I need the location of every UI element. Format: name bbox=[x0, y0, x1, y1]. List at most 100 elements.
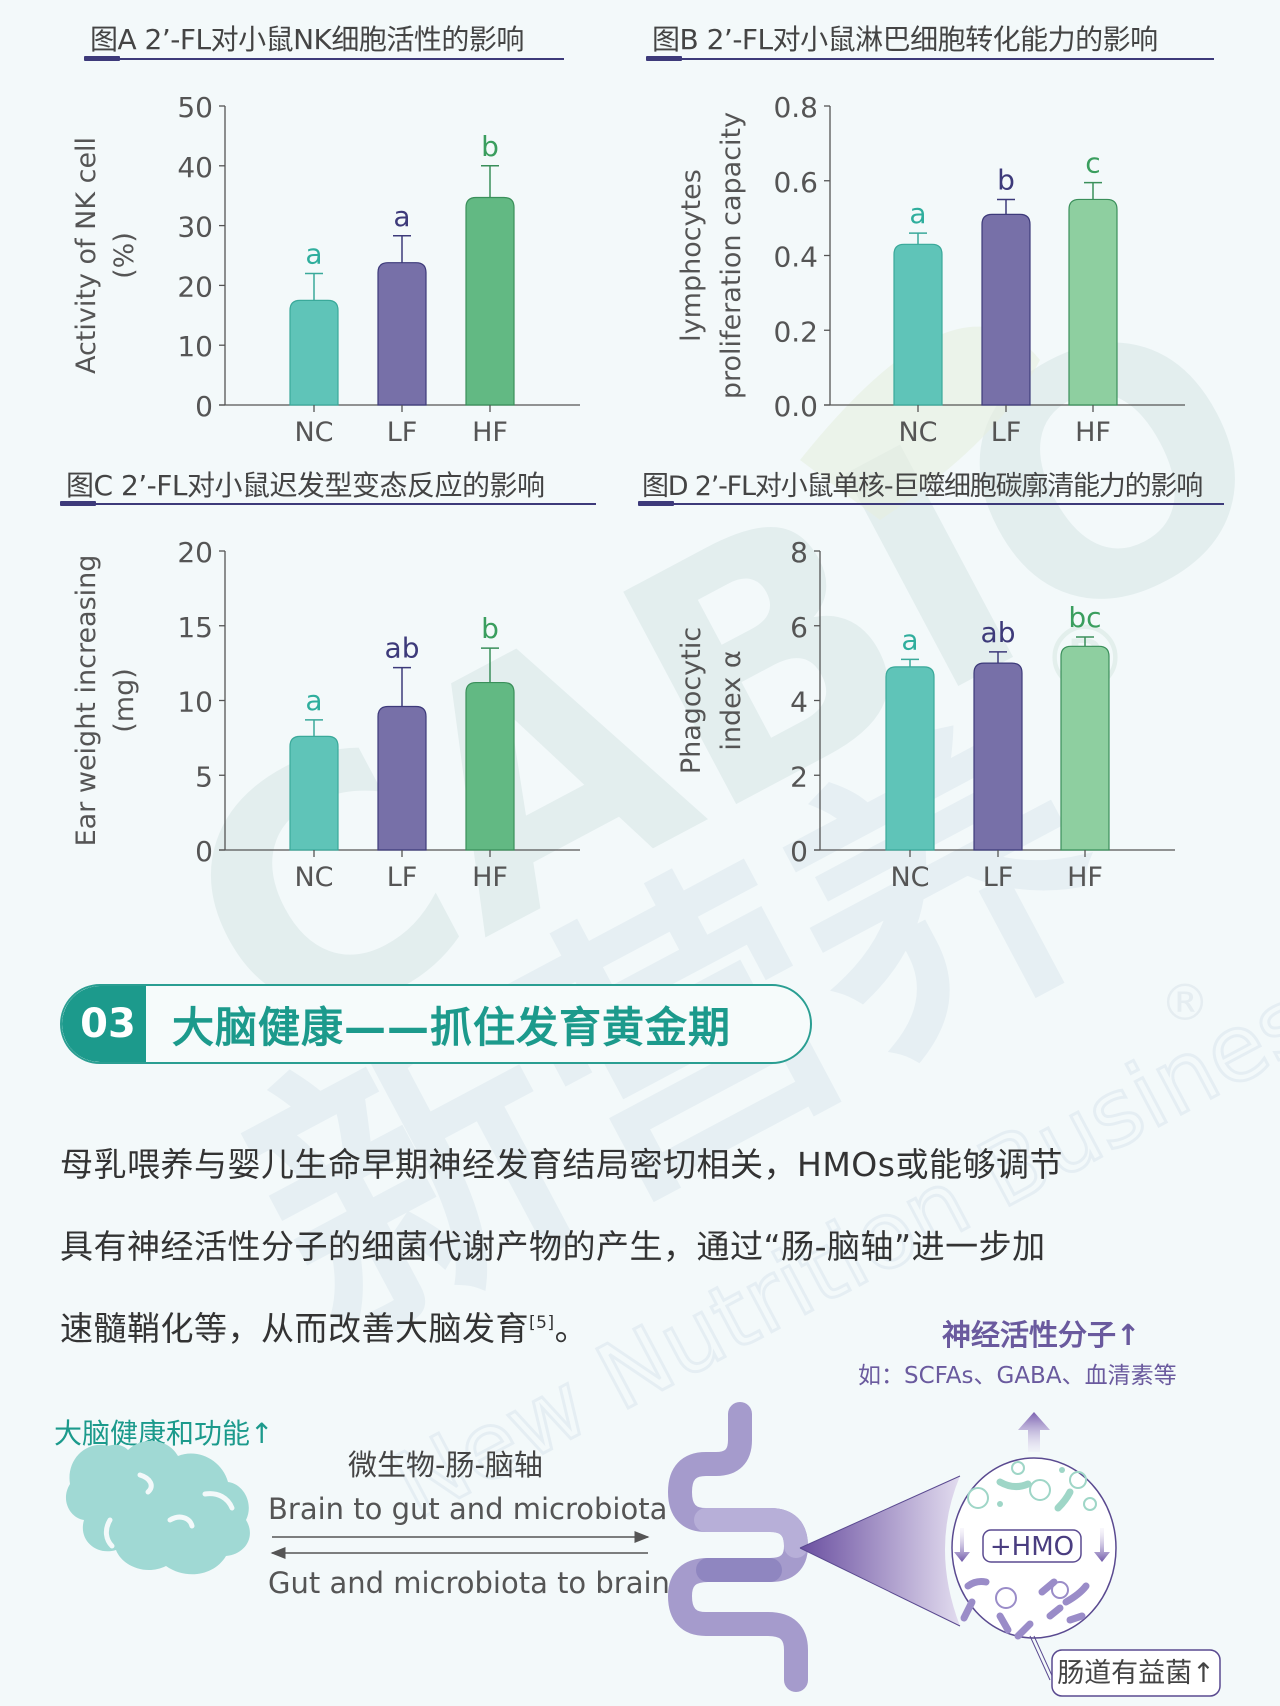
significance-letter: a bbox=[909, 197, 926, 230]
chart-b: 0.0 0.2 0.4 0.6 0.8 lymphocytes proliferation … bbox=[676, 91, 1185, 448]
x-tick-label: LF bbox=[991, 417, 1022, 448]
x-tick-label: HF bbox=[1067, 862, 1103, 893]
down-arrow-icon bbox=[1094, 1528, 1110, 1562]
y-tick-label: 50 bbox=[177, 91, 213, 124]
y-tick-label: 30 bbox=[177, 211, 213, 244]
y-tick-label: 2 bbox=[790, 760, 808, 793]
bar-hf bbox=[465, 196, 515, 406]
x-tick-label: LF bbox=[387, 417, 418, 448]
bacteria-label-box bbox=[1051, 1649, 1221, 1697]
y-tick-label: 40 bbox=[177, 151, 213, 184]
bar-lf bbox=[377, 705, 427, 851]
y-tick-label: 0.8 bbox=[773, 91, 818, 124]
y-axis-label: Phagocytic bbox=[676, 627, 707, 774]
y-tick-label: 4 bbox=[790, 686, 808, 719]
body-line-3: 速髓鞘化等，从而改善大脑发育[5]。 bbox=[60, 1288, 1230, 1370]
significance-letter: a bbox=[901, 623, 918, 656]
significance-letter: a bbox=[305, 684, 322, 717]
chart-a-title-rule bbox=[84, 56, 564, 61]
y-axis-label: proliferation capacity bbox=[716, 112, 747, 399]
y-tick-label: 0 bbox=[195, 835, 213, 868]
bacteria-label: 肠道有益菌↑ bbox=[1057, 1658, 1215, 1689]
bar-lf bbox=[973, 662, 1023, 851]
intestine-icon bbox=[667, 1402, 809, 1692]
significance-letter: b bbox=[481, 612, 499, 645]
x-tick-label: HF bbox=[472, 417, 508, 448]
x-tick-label: NC bbox=[898, 417, 937, 448]
y-tick-label: 20 bbox=[177, 270, 213, 303]
y-tick-label: 6 bbox=[790, 611, 808, 644]
y-tick-label: 0.2 bbox=[773, 315, 818, 348]
bar-lf bbox=[981, 213, 1031, 406]
chart-d-title: 图D 2’-FL对小鼠单核-巨噬细胞碳廓清能力的影响 bbox=[642, 471, 1203, 502]
chart-b-title-rule bbox=[646, 56, 1214, 61]
y-tick-label: 10 bbox=[177, 330, 213, 363]
hmo-box bbox=[982, 1529, 1082, 1563]
y-axis-label: (%) bbox=[109, 232, 140, 279]
significance-letter: ab bbox=[385, 632, 420, 665]
up-arrow-icon bbox=[1018, 1412, 1050, 1452]
brain-to-gut-label: Brain to gut and microbiota bbox=[268, 1492, 668, 1526]
microbiota-zoom-circle: +HMO bbox=[951, 1457, 1117, 1640]
bar-hf bbox=[465, 681, 515, 851]
down-arrow-icon bbox=[954, 1528, 970, 1562]
citation-ref[interactable]: [5] bbox=[529, 1313, 555, 1333]
body-line-2: 具有神经活性分子的细菌代谢产物的产生，通过“肠-脑轴”进一步加 bbox=[60, 1227, 1046, 1266]
hmo-label: +HMO bbox=[990, 1532, 1074, 1562]
significance-letter: bc bbox=[1068, 601, 1101, 634]
y-axis-label: lymphocytes bbox=[676, 169, 707, 342]
x-tick-label: LF bbox=[387, 862, 418, 893]
y-tick-label: 0.4 bbox=[773, 241, 818, 274]
neuroactive-title: 神经活性分子↑ bbox=[942, 1318, 1141, 1352]
significance-letter: c bbox=[1085, 147, 1100, 180]
x-tick-label: LF bbox=[983, 862, 1014, 893]
chart-d: 0 2 4 6 8 Phagocytic index α a NC ab LF bc HF bbox=[676, 536, 1175, 893]
significance-letter: a bbox=[393, 200, 410, 233]
y-tick-label: 0 bbox=[790, 835, 808, 868]
x-tick-label: HF bbox=[1075, 417, 1111, 448]
magnifier-cone bbox=[800, 1476, 960, 1626]
bar-nc bbox=[893, 243, 943, 406]
section-title: 大脑健康——抓住发育黄金期 bbox=[172, 1002, 732, 1052]
x-tick-label: HF bbox=[472, 862, 508, 893]
x-tick-label: NC bbox=[294, 862, 333, 893]
significance-letter: a bbox=[305, 237, 322, 270]
bar-lf bbox=[377, 262, 427, 406]
y-axis-label: (mg) bbox=[109, 668, 140, 733]
axis-title: 微生物-肠-脑轴 bbox=[348, 1448, 543, 1482]
x-tick-label: NC bbox=[890, 862, 929, 893]
y-tick-label: 0 bbox=[195, 390, 213, 423]
y-tick-label: 0.6 bbox=[773, 166, 818, 199]
body-line-3-end: 。 bbox=[554, 1309, 589, 1348]
chart-c-title-rule bbox=[60, 501, 596, 506]
bar-nc bbox=[289, 299, 339, 406]
body-paragraph: 母乳喂养与婴儿生命早期神经发育结局密切相关，HMOs或能够调节 具有神经活性分子… bbox=[60, 1124, 1230, 1370]
y-tick-label: 10 bbox=[177, 686, 213, 719]
y-tick-label: 8 bbox=[790, 536, 808, 569]
y-tick-label: 5 bbox=[195, 760, 213, 793]
chart-b-title: 图B 2’-FL对小鼠淋巴细胞转化能力的影响 bbox=[652, 23, 1158, 56]
bar-nc bbox=[289, 735, 339, 851]
bar-hf bbox=[1060, 645, 1110, 851]
y-tick-label: 0.0 bbox=[773, 390, 818, 423]
chart-c: 0 5 10 15 20 Ear weight increasing (mg) a NC ab LF… bbox=[71, 536, 580, 893]
chart-a: 0 10 20 30 40 50 Activity of NK cell (%) a NC a LF b… bbox=[71, 91, 580, 448]
chart-c-title: 图C 2’-FL对小鼠迟发型变态反应的影响 bbox=[66, 469, 545, 502]
chart-a-title: 图A 2’-FL对小鼠NK细胞活性的影响 bbox=[90, 23, 524, 56]
significance-letter: b bbox=[481, 130, 499, 163]
chart-d-title-rule bbox=[638, 501, 1224, 506]
bar-nc bbox=[885, 666, 935, 851]
gut-brain-diagram: +HMO 肠道有益菌↑ bbox=[65, 1402, 1221, 1697]
body-line-3-text: 速髓鞘化等，从而改善大脑发育 bbox=[60, 1309, 529, 1348]
brain-icon bbox=[65, 1440, 250, 1575]
section-header: 03 大脑健康——抓住发育黄金期 bbox=[60, 984, 812, 1064]
y-axis-label: index α bbox=[716, 650, 747, 750]
significance-letter: b bbox=[997, 163, 1015, 196]
significance-letter: ab bbox=[981, 616, 1016, 649]
y-tick-label: 15 bbox=[177, 611, 213, 644]
y-axis-label: Activity of NK cell bbox=[71, 137, 102, 374]
section-number: 03 bbox=[62, 986, 146, 1062]
body-line-1: 母乳喂养与婴儿生命早期神经发育结局密切相关，HMOs或能够调节 bbox=[60, 1145, 1063, 1184]
y-axis-label: Ear weight increasing bbox=[71, 555, 102, 847]
